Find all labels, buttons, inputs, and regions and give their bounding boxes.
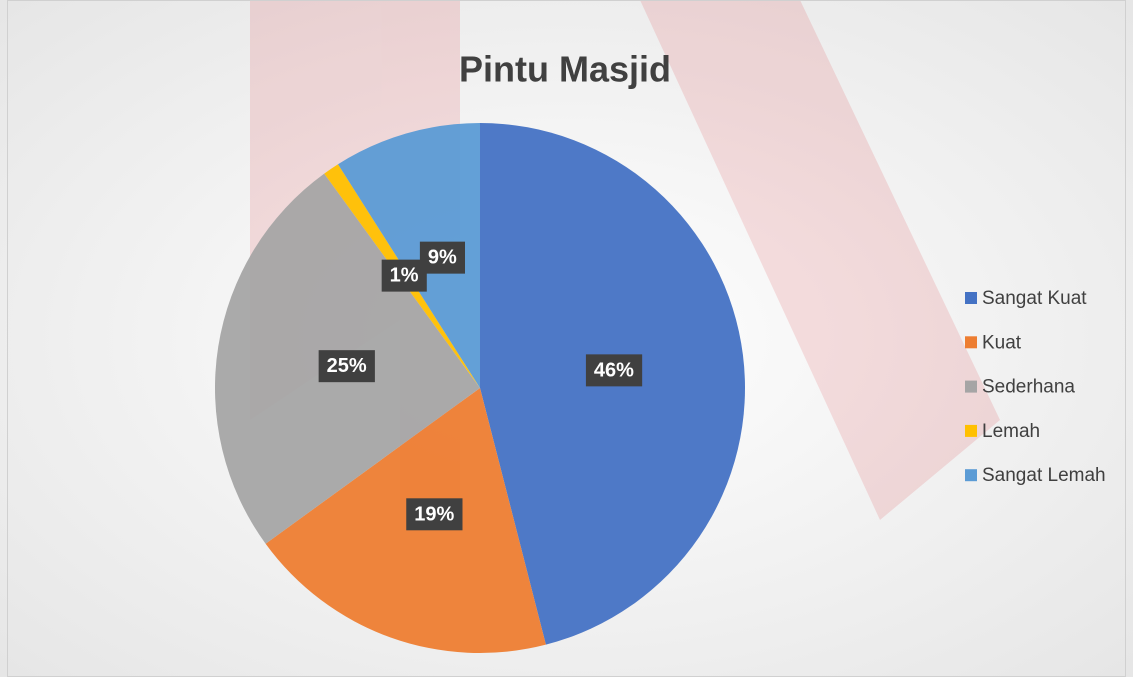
data-label-text: 46% bbox=[594, 359, 634, 381]
legend-label: Sederhana bbox=[982, 377, 1075, 398]
chart-title: Pintu Masjid bbox=[459, 49, 671, 90]
data-label: 1% bbox=[381, 259, 427, 292]
data-label-box bbox=[318, 350, 375, 383]
data-label: 19% bbox=[406, 498, 463, 531]
data-label: 25% bbox=[318, 350, 375, 383]
data-label-box bbox=[585, 354, 643, 387]
data-label-box bbox=[381, 259, 427, 292]
legend-label: Kuat bbox=[982, 332, 1022, 353]
data-label-text: 25% bbox=[327, 355, 367, 377]
legend-swatch bbox=[965, 469, 977, 482]
legend-swatch bbox=[965, 424, 977, 437]
pie-slice bbox=[338, 123, 480, 388]
legend-swatch bbox=[965, 380, 977, 393]
data-label-text: 1% bbox=[390, 265, 419, 287]
legend-label: Lemah bbox=[982, 421, 1040, 442]
pie-slice bbox=[265, 388, 546, 653]
legend-swatch bbox=[965, 336, 977, 349]
data-label: 46% bbox=[585, 354, 643, 387]
legend-label: Sangat Lemah bbox=[982, 465, 1106, 486]
legend-swatch bbox=[965, 292, 977, 304]
data-label-text: 9% bbox=[428, 247, 457, 269]
data-label-box bbox=[406, 498, 463, 531]
data-label-box bbox=[419, 241, 466, 274]
data-label-text: 19% bbox=[414, 503, 454, 525]
data-label: 9% bbox=[419, 241, 466, 274]
legend-label: Sangat Kuat bbox=[982, 288, 1087, 309]
